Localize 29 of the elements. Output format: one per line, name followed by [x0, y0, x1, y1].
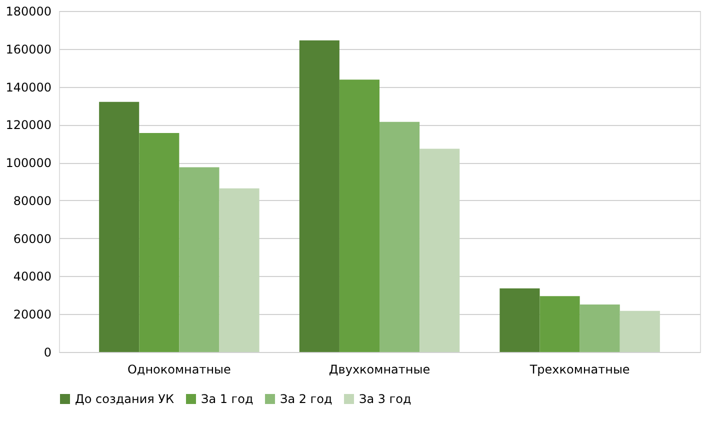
bar [540, 296, 580, 352]
y-tick-label: 40000 [13, 270, 52, 284]
bar [620, 310, 660, 352]
bar [420, 148, 460, 352]
x-tick-label: Двухкомнатные [328, 362, 430, 376]
bar [299, 40, 340, 352]
legend-label: До создания УК [75, 392, 174, 406]
y-tick-label: 160000 [6, 42, 52, 56]
y-tick-label: 120000 [6, 118, 52, 132]
y-tick-label: 80000 [13, 194, 52, 208]
bar [139, 133, 180, 352]
y-tick-label: 100000 [6, 156, 52, 170]
x-tick-label: Трехкомнатные [528, 362, 630, 376]
legend-label: За 2 год [280, 392, 332, 406]
bar [99, 102, 140, 352]
bar [380, 122, 420, 352]
legend-label: За 3 год [359, 392, 412, 406]
bar [339, 80, 380, 352]
y-tick-label: 60000 [13, 232, 52, 246]
bar [219, 188, 260, 352]
y-tick-label: 20000 [13, 308, 52, 322]
legend-label: За 1 год [201, 392, 254, 406]
y-tick-label: 140000 [6, 80, 52, 94]
bar [179, 167, 220, 352]
bar [580, 304, 620, 352]
bar [500, 288, 540, 352]
x-tick-label: Однокомнатные [127, 362, 231, 376]
y-tick-label: 0 [44, 346, 52, 360]
y-tick-label: 180000 [6, 4, 52, 18]
